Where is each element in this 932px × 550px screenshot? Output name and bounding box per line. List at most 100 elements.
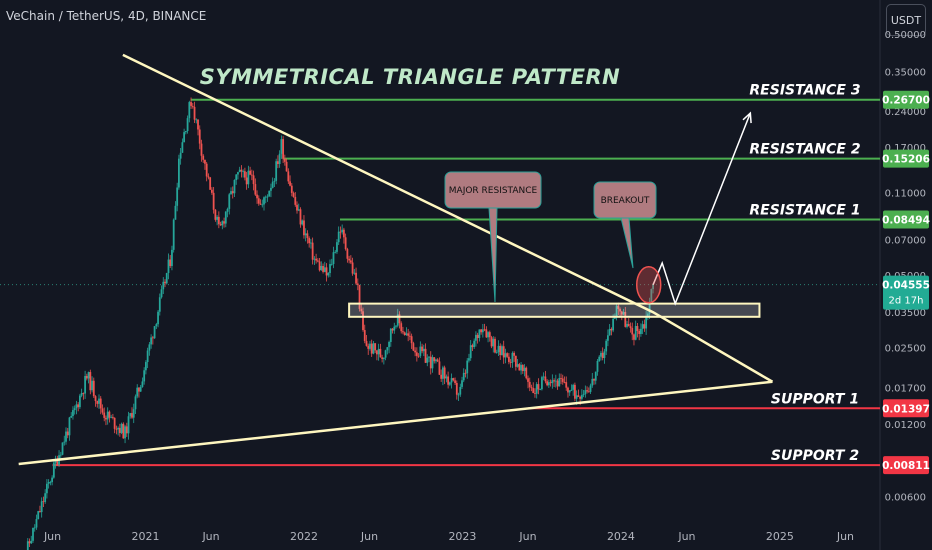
candle-body bbox=[219, 224, 222, 226]
candle-body bbox=[476, 334, 479, 339]
candle-body bbox=[275, 161, 278, 181]
candle-body bbox=[384, 350, 387, 358]
candle-body bbox=[584, 390, 587, 395]
candle-body bbox=[330, 264, 333, 265]
candle-body bbox=[115, 428, 118, 430]
candle-body bbox=[134, 396, 137, 410]
projection-path bbox=[652, 112, 752, 306]
y-tick-label: 0.01700 bbox=[885, 384, 926, 395]
candle-body bbox=[415, 352, 418, 356]
candle-body bbox=[501, 346, 503, 356]
candle-body bbox=[626, 323, 628, 327]
candle-body bbox=[631, 327, 634, 335]
candle-body bbox=[26, 541, 29, 550]
candle-body bbox=[271, 181, 274, 188]
candle-body bbox=[337, 231, 340, 243]
candle-body bbox=[73, 408, 76, 411]
candle-body bbox=[349, 260, 352, 263]
candle-body bbox=[247, 170, 250, 185]
candle-body bbox=[207, 176, 210, 178]
candle-body bbox=[579, 396, 582, 399]
candle-body bbox=[209, 177, 212, 190]
level-label: SUPPORT 2 bbox=[771, 448, 859, 464]
candle-body bbox=[250, 174, 253, 176]
candle-body bbox=[111, 416, 114, 418]
candle-body bbox=[370, 343, 373, 354]
candle-body bbox=[198, 129, 201, 144]
candle-body bbox=[650, 289, 653, 302]
candle-body bbox=[396, 314, 399, 326]
candle-body bbox=[280, 139, 283, 154]
candle-body bbox=[296, 204, 298, 211]
candle-body bbox=[153, 326, 156, 339]
candle-body bbox=[610, 328, 613, 331]
candle-body bbox=[455, 383, 458, 395]
candle-body bbox=[615, 305, 618, 318]
candle-body bbox=[490, 337, 493, 347]
candle-body bbox=[405, 333, 408, 336]
candle-body bbox=[120, 423, 123, 433]
candle-body bbox=[409, 335, 411, 337]
candle-body bbox=[143, 370, 146, 382]
candle-body bbox=[528, 381, 531, 388]
candle-body bbox=[363, 330, 366, 341]
candle-body bbox=[421, 346, 423, 352]
y-tick-label: 0.07000 bbox=[885, 236, 926, 247]
candle-body bbox=[47, 482, 50, 484]
candle-body bbox=[554, 380, 557, 382]
level-label: RESISTANCE 3 bbox=[749, 83, 860, 99]
candle-body bbox=[68, 417, 71, 436]
y-tick-label: 0.50000 bbox=[885, 30, 926, 41]
candle-body bbox=[546, 381, 549, 386]
candle-body bbox=[516, 364, 519, 367]
major-resistance-callout-pointer bbox=[488, 207, 498, 303]
candle-body bbox=[341, 229, 344, 233]
currency-button[interactable]: USDT bbox=[886, 4, 926, 36]
x-tick-label: Jun bbox=[836, 530, 854, 543]
candle-body bbox=[167, 259, 170, 274]
candle-body bbox=[438, 361, 441, 375]
candle-body bbox=[176, 187, 179, 206]
level-label: RESISTANCE 2 bbox=[749, 142, 860, 158]
candle-body bbox=[155, 324, 158, 327]
candle-body bbox=[179, 152, 182, 159]
candle-body bbox=[28, 541, 31, 544]
candle-body bbox=[422, 348, 425, 352]
candle-body bbox=[582, 394, 585, 396]
candle-body bbox=[318, 261, 321, 271]
candle-body bbox=[547, 382, 550, 386]
candle-body bbox=[266, 196, 269, 198]
candle-body bbox=[558, 377, 561, 387]
candle-body bbox=[640, 328, 642, 334]
level-value-badge bbox=[883, 456, 929, 475]
candle-body bbox=[598, 356, 601, 361]
candle-body bbox=[643, 324, 646, 329]
candle-body bbox=[151, 337, 154, 339]
chart-symbol-header: VeChain / TetherUS, 4D, BINANCE bbox=[6, 9, 207, 23]
candle-body bbox=[577, 395, 580, 397]
candle-body bbox=[186, 118, 189, 132]
candle-body bbox=[634, 326, 637, 340]
candle-body bbox=[605, 340, 608, 352]
candle-body bbox=[440, 374, 443, 379]
candle-body bbox=[174, 205, 177, 220]
candle-body bbox=[242, 171, 245, 173]
candle-body bbox=[315, 258, 318, 261]
candle-body bbox=[178, 158, 180, 188]
candle-body bbox=[205, 163, 208, 177]
candle-body bbox=[475, 334, 477, 341]
candle-body bbox=[447, 376, 450, 385]
candle-body bbox=[433, 357, 436, 362]
candle-body bbox=[65, 431, 67, 442]
candle-body bbox=[464, 372, 467, 374]
candle-body bbox=[77, 404, 80, 408]
candle-body bbox=[290, 185, 293, 193]
x-tick-label: Jun bbox=[360, 530, 378, 543]
candle-body bbox=[75, 404, 78, 409]
candle-body bbox=[431, 357, 434, 369]
candle-body bbox=[520, 365, 522, 371]
candle-body bbox=[332, 252, 335, 265]
candle-body bbox=[412, 343, 415, 351]
level-value-label: 0.08494 bbox=[882, 214, 930, 226]
